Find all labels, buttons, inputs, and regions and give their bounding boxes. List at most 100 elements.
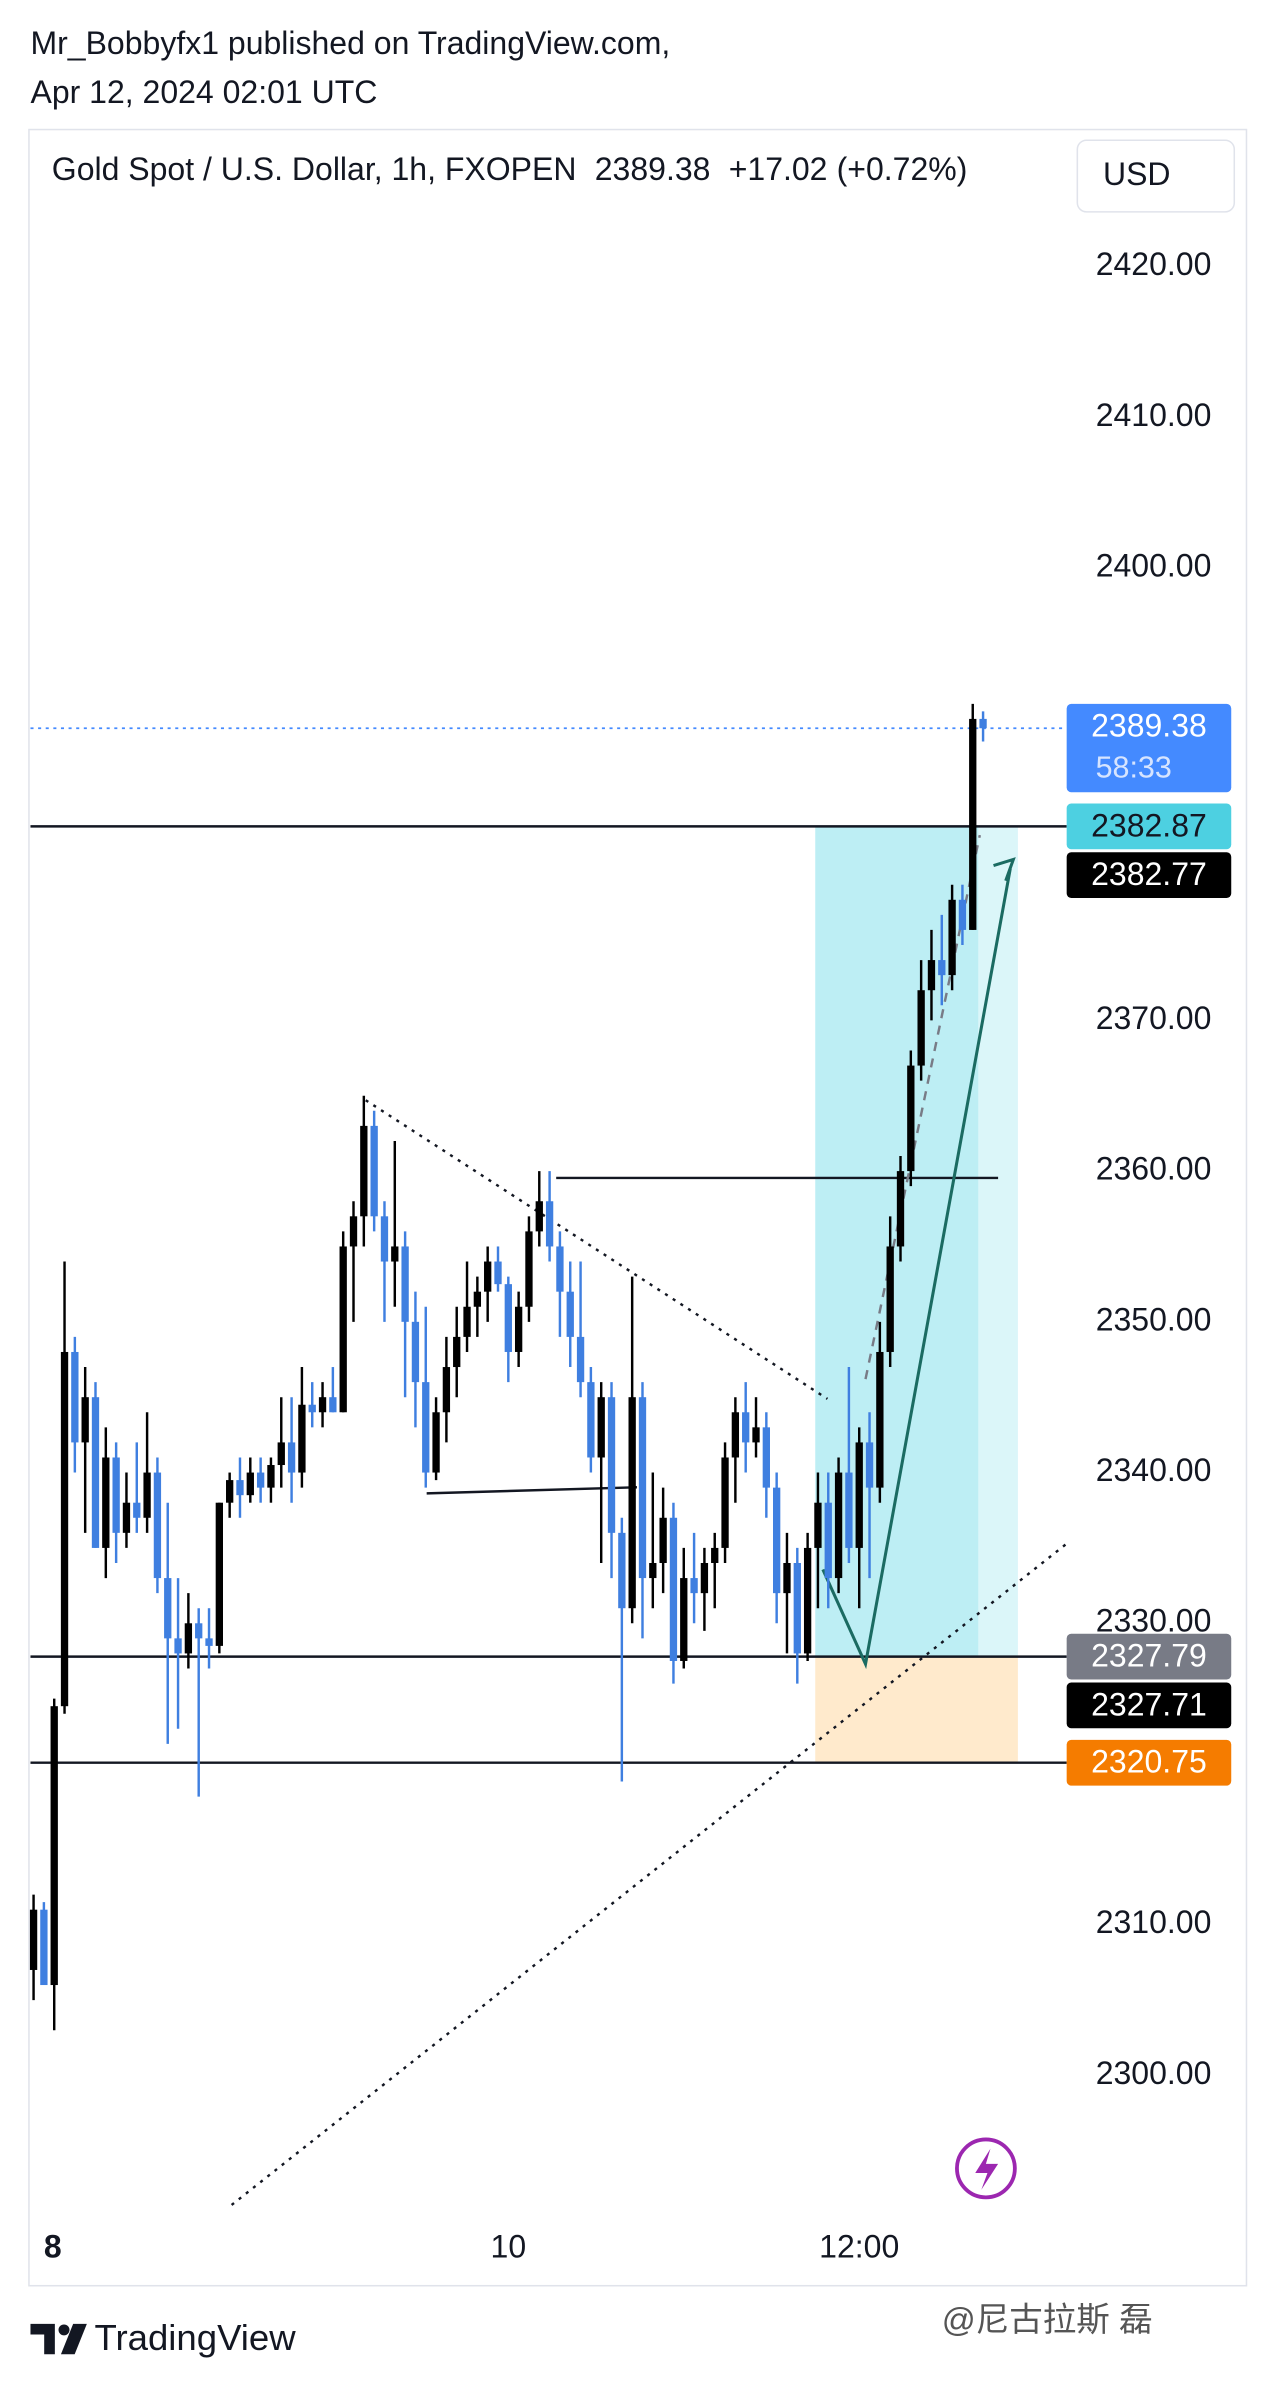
candle-body	[380, 1216, 389, 1262]
candle-body	[711, 1547, 719, 1563]
candle-body	[886, 1246, 894, 1352]
candle-body	[164, 1578, 172, 1639]
candle-body	[690, 1578, 698, 1594]
candle-body	[463, 1306, 471, 1337]
candle-body	[773, 1487, 781, 1594]
candle-body	[803, 1547, 812, 1654]
candle-body	[938, 960, 946, 976]
price-label-box	[1066, 852, 1232, 898]
price-change: +17.02	[729, 152, 828, 188]
tradingview-logo: TradingView	[30, 2317, 296, 2358]
stop-zone	[815, 1656, 1018, 1763]
candle-body	[287, 1442, 296, 1473]
candle-body	[349, 1216, 358, 1247]
watermark: @尼古拉斯 磊	[942, 2302, 1153, 2339]
candle-body	[514, 1306, 523, 1352]
candle-body	[226, 1480, 234, 1503]
y-tick-label: 2340.00	[1096, 1452, 1212, 1488]
candle-body	[236, 1480, 244, 1496]
candle-body	[587, 1382, 595, 1458]
candle-body	[659, 1517, 667, 1563]
candle-body	[824, 1502, 832, 1579]
symbol-title: Gold Spot / U.S. Dollar, 1h, FXOPEN	[52, 152, 577, 188]
candle-body	[112, 1457, 120, 1533]
drawings	[230, 834, 1068, 2206]
candle-body	[453, 1336, 461, 1368]
price-label: 2382.77	[1091, 856, 1207, 892]
price-axis: 2300.002310.002320.002330.002340.002350.…	[44, 246, 1232, 2265]
candle-body	[597, 1397, 605, 1458]
price-label-box	[1066, 703, 1232, 793]
candle-body	[484, 1261, 492, 1292]
y-tick-label: 2360.00	[1096, 1151, 1212, 1187]
candle-body	[762, 1427, 770, 1488]
price-label: 2382.87	[1091, 807, 1207, 843]
candle-body	[752, 1427, 760, 1443]
y-tick-label: 2400.00	[1096, 548, 1212, 584]
candle-body	[339, 1246, 347, 1413]
candle-body	[566, 1291, 574, 1337]
candle-body	[298, 1404, 306, 1473]
currency-button[interactable]	[1076, 139, 1236, 213]
publisher: Mr_Bobbyfx1 published on TradingView.com…	[30, 25, 670, 61]
y-tick-label: 2420.00	[1096, 246, 1212, 282]
candle-body	[607, 1397, 616, 1533]
candle-body	[60, 1351, 69, 1707]
candle-body	[638, 1397, 647, 1579]
candle-body	[535, 1201, 543, 1232]
candle-body	[669, 1517, 678, 1661]
y-tick-label: 2410.00	[1096, 397, 1212, 433]
logo-mark	[30, 2323, 55, 2355]
candle-body	[494, 1261, 502, 1285]
price-label-box	[1066, 803, 1232, 850]
candle-body	[917, 990, 925, 1066]
candle-body	[422, 1382, 430, 1473]
y-tick-label: 2370.00	[1096, 1000, 1212, 1036]
candle-body	[71, 1351, 79, 1443]
candle-body	[411, 1321, 420, 1383]
flash-bolt	[975, 2148, 999, 2190]
candle-body	[545, 1201, 554, 1247]
price-label: 2327.71	[1091, 1686, 1207, 1722]
candle-body	[958, 899, 967, 930]
candle-body	[256, 1472, 265, 1488]
candle-body	[215, 1502, 224, 1646]
candle-body	[122, 1502, 131, 1533]
y-tick-label: 2350.00	[1096, 1301, 1212, 1337]
price-label: 2320.75	[1091, 1744, 1207, 1780]
candle-body	[473, 1291, 482, 1307]
candle-body	[783, 1562, 791, 1594]
candle-body	[834, 1472, 843, 1579]
projection-path	[821, 868, 1012, 1670]
candle-body	[143, 1472, 151, 1518]
flash-icon[interactable]	[955, 2137, 1017, 2200]
candle-body	[618, 1532, 626, 1609]
candle-body	[205, 1638, 213, 1646]
candle-body	[401, 1246, 409, 1322]
y-tick-label: 2310.00	[1096, 1904, 1212, 1940]
currency[interactable]: USD	[1103, 156, 1171, 192]
candle-body	[91, 1397, 100, 1548]
candle-body	[329, 1397, 337, 1413]
dashed-path	[864, 834, 982, 1380]
candle-body	[153, 1472, 162, 1579]
candle-body	[432, 1412, 440, 1473]
candle-body	[442, 1367, 451, 1413]
candle-body	[318, 1397, 327, 1413]
candle-body	[979, 718, 987, 729]
candle-body	[927, 960, 936, 991]
price-label-box	[1066, 1739, 1232, 1786]
candle-body	[102, 1457, 110, 1548]
candle-body	[814, 1502, 822, 1548]
candle-body	[700, 1562, 709, 1594]
price-label: 2327.79	[1091, 1638, 1207, 1674]
candle-body	[40, 1909, 48, 1986]
candle-body	[195, 1623, 203, 1639]
candle-body	[855, 1442, 863, 1548]
candle-body	[628, 1397, 636, 1609]
candle-body	[948, 899, 956, 976]
y-tick-label: 2300.00	[1096, 2055, 1212, 2091]
symbol-header: Gold Spot / U.S. Dollar, 1h, FXOPEN 2389.…	[52, 152, 968, 188]
candle-body	[267, 1465, 275, 1488]
